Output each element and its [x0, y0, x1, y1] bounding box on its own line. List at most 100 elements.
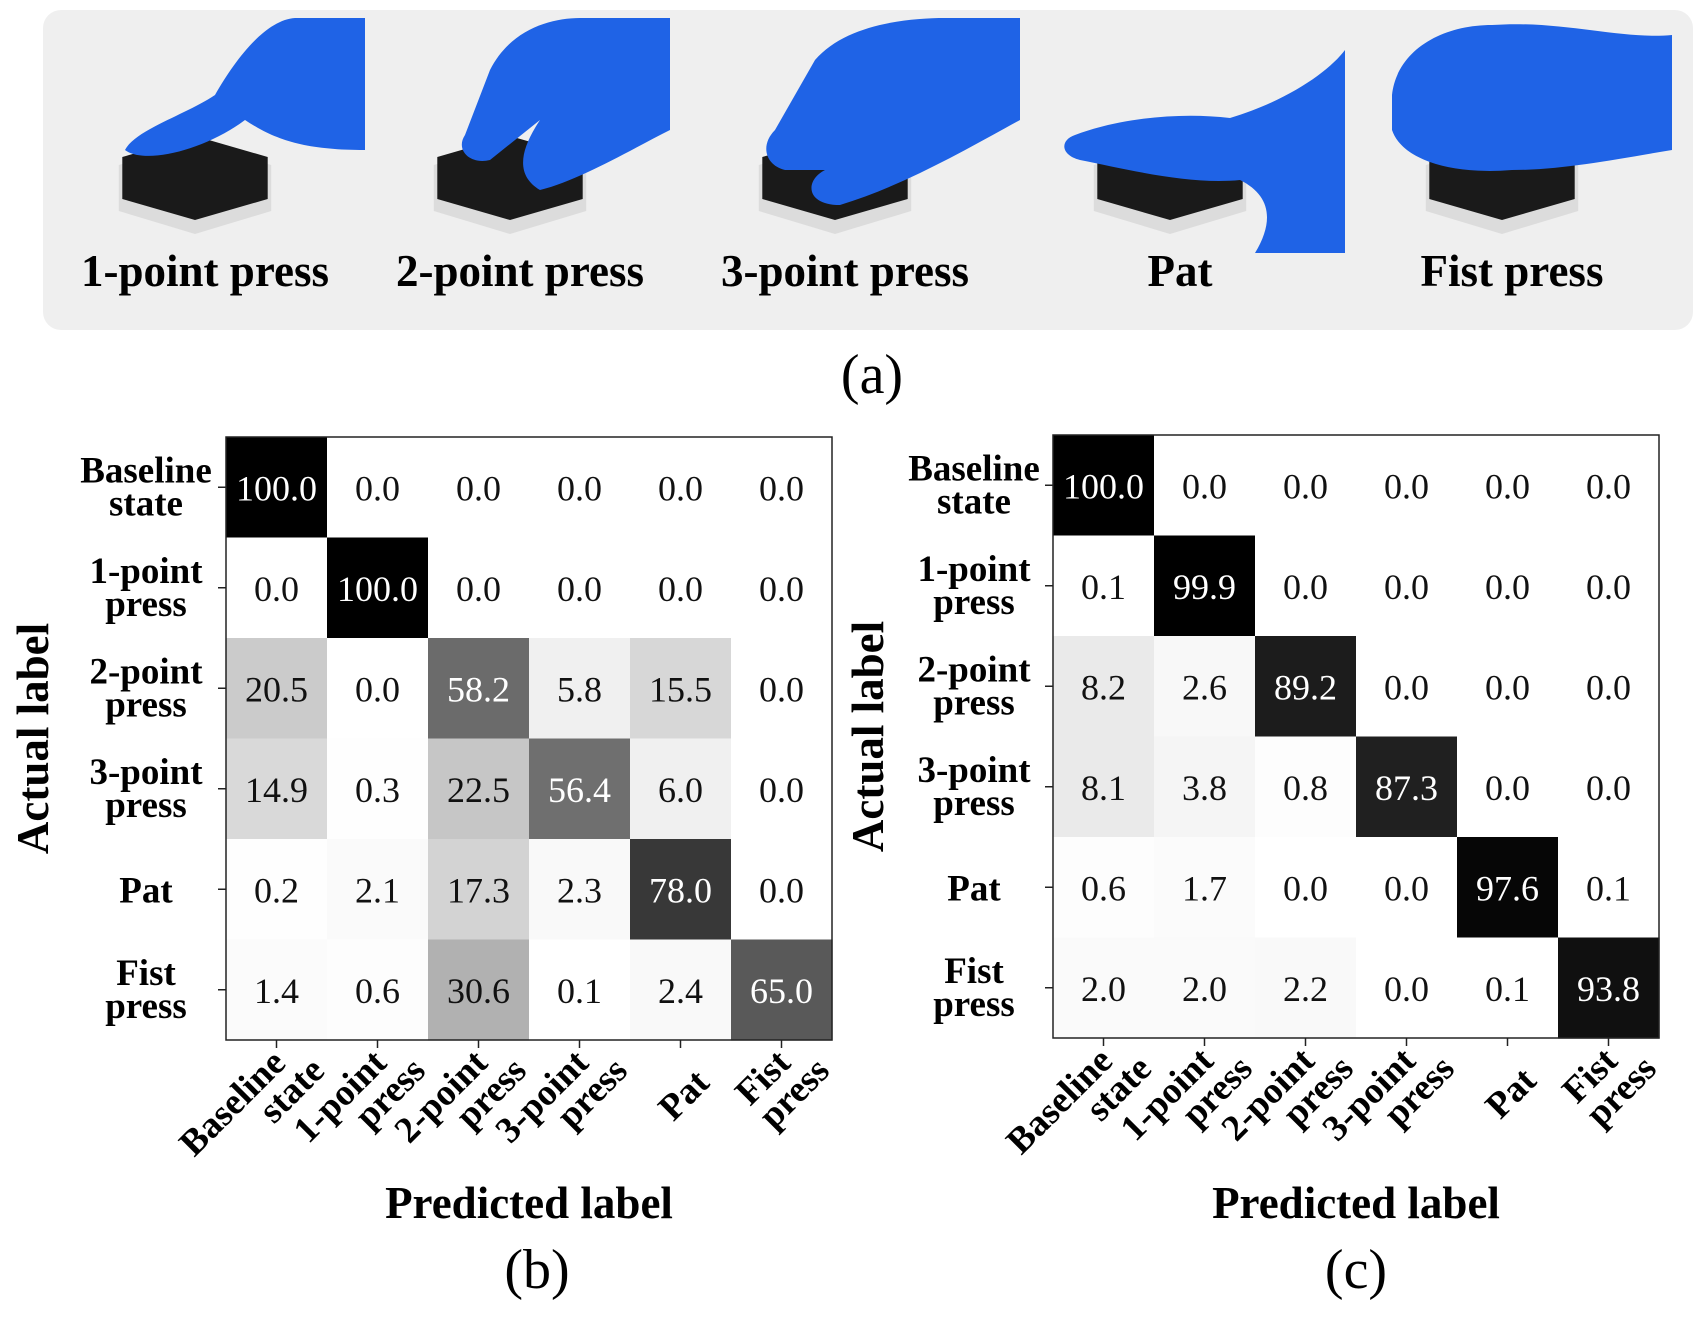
heatmap-cell	[226, 738, 328, 840]
heatmap-cell	[1053, 535, 1155, 637]
heatmap-cell	[1558, 435, 1660, 537]
cell-value: 78.0	[649, 870, 712, 910]
heatmap-cell	[1053, 937, 1155, 1039]
gesture-pictogram-4: Pat	[1064, 50, 1345, 296]
cell-value: 0.0	[1283, 567, 1328, 607]
gesture-label: Pat	[1148, 246, 1213, 296]
row-label: 1-point press	[89, 551, 203, 625]
cell-value: 0.0	[759, 770, 804, 810]
heatmap-cell	[1457, 636, 1559, 738]
row-label: Fist press	[105, 953, 187, 1027]
heatmap-cell	[1558, 535, 1660, 637]
cell-value: 93.8	[1577, 969, 1640, 1009]
cell-value: 0.0	[557, 468, 602, 508]
cell-value: 0.0	[557, 569, 602, 609]
cell-value: 99.9	[1173, 567, 1236, 607]
col-label: Fistpress	[1555, 1025, 1665, 1135]
cell-value: 0.1	[557, 971, 602, 1011]
confusion-matrix-b: 100.0 0.0 0.0 0.0 0.0 0.0 0.0 100.0 0.0 0.0 0.0 0.0…	[8, 436, 838, 1301]
cell-value: 0.0	[1586, 667, 1631, 707]
cell-value: 17.3	[447, 870, 510, 910]
gesture-pictogram-1: 1-point press	[81, 18, 365, 296]
heatmap-cell	[1457, 837, 1559, 939]
y-axis-label: Actual label	[8, 623, 58, 854]
cell-value: 1.7	[1182, 868, 1227, 908]
heatmap-cell	[630, 939, 732, 1041]
heatmap-cell	[428, 939, 530, 1041]
cell-value: 0.1	[1485, 969, 1530, 1009]
gesture-pictogram-5: Fist press	[1392, 24, 1672, 296]
col-label: 3-pointpress	[488, 1027, 636, 1175]
heatmap-cell	[428, 738, 530, 840]
cell-value: 22.5	[447, 770, 510, 810]
heatmap-cell	[1356, 535, 1458, 637]
heatmap-cell	[630, 537, 732, 639]
heatmap-cell	[630, 437, 732, 539]
heatmap-cell	[1255, 736, 1357, 838]
x-axis-label: Predicted label	[1212, 1178, 1500, 1228]
heatmap-cell	[1457, 937, 1559, 1039]
row-label: 3-point press	[89, 752, 203, 826]
heatmap-cell	[630, 839, 732, 941]
cell-value: 0.0	[254, 569, 299, 609]
cell-value: 0.1	[1586, 868, 1631, 908]
cell-value: 0.0	[759, 569, 804, 609]
heatmap-cell	[529, 738, 631, 840]
heatmap-cell	[226, 638, 328, 740]
cell-value: 97.6	[1476, 868, 1539, 908]
y-axis-label: Actual label	[843, 621, 893, 852]
cell-value: 0.0	[1182, 466, 1227, 506]
cell-value: 3.8	[1182, 768, 1227, 808]
cell-value: 20.5	[245, 669, 308, 709]
cell-value: 0.0	[1384, 466, 1429, 506]
cell-value: 0.0	[1485, 667, 1530, 707]
cell-value: 56.4	[548, 770, 611, 810]
cell-value: 0.0	[1485, 768, 1530, 808]
row-label: Fist press	[933, 951, 1015, 1025]
cell-value: 0.0	[1586, 768, 1631, 808]
heatmap-cell	[1255, 636, 1357, 738]
heatmap-cell	[529, 537, 631, 639]
cell-value: 0.1	[1081, 567, 1126, 607]
heatmap-cell	[731, 537, 833, 639]
heatmap-cell	[428, 839, 530, 941]
heatmap-cell	[1053, 736, 1155, 838]
row-label: 1-point press	[917, 549, 1031, 623]
heatmap-cell	[226, 939, 328, 1041]
row-label: Pat	[947, 868, 1001, 909]
cell-value: 8.1	[1081, 768, 1126, 808]
cell-value: 58.2	[447, 669, 510, 709]
cell-value: 2.2	[1283, 969, 1328, 1009]
heatmap-cell	[529, 437, 631, 539]
cell-value: 0.8	[1283, 768, 1328, 808]
heatmap-cell	[529, 839, 631, 941]
cell-value: 30.6	[447, 971, 510, 1011]
heatmap-cell	[1053, 435, 1155, 537]
heatmap-cell	[1356, 937, 1458, 1039]
cell-value: 100.0	[1063, 466, 1144, 506]
confusion-matrix-c: 100.0 0.0 0.0 0.0 0.0 0.0 0.1 99.9 0.0 0.0 0.0 0.0 8…	[843, 434, 1665, 1301]
cell-value: 0.0	[355, 468, 400, 508]
heatmap-cell	[226, 437, 328, 539]
heatmap-cell	[1457, 535, 1559, 637]
gesture-label: 3-point press	[721, 246, 969, 296]
cell-value: 0.0	[759, 669, 804, 709]
heatmap-cell	[529, 638, 631, 740]
cell-value: 15.5	[649, 669, 712, 709]
heatmap-cell	[1457, 435, 1559, 537]
gesture-label: 1-point press	[81, 246, 329, 296]
cell-value: 0.0	[1384, 868, 1429, 908]
heatmap-cell	[630, 638, 732, 740]
gesture-label: Fist press	[1421, 246, 1604, 296]
heatmap-cell	[226, 537, 328, 639]
heatmap-cell	[1255, 837, 1357, 939]
heatmap-cell	[529, 939, 631, 1041]
heatmap-cell	[630, 738, 732, 840]
heatmap-cell	[428, 638, 530, 740]
heatmap-cell	[1255, 937, 1357, 1039]
glove-hand-icon	[125, 18, 365, 156]
heatmap-cell	[1154, 535, 1256, 637]
heatmap-cell	[1356, 837, 1458, 939]
heatmap-cell	[226, 839, 328, 941]
matrix-frame	[225, 436, 833, 1041]
